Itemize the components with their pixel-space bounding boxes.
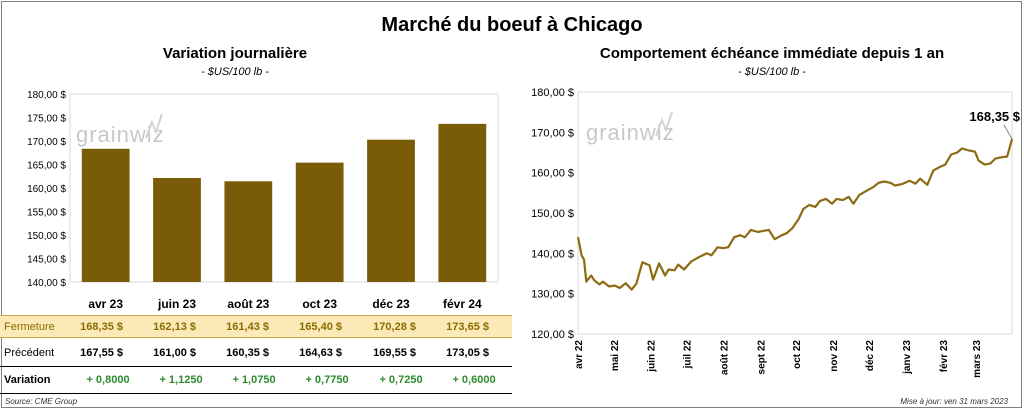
x-tick-label: janv 23	[902, 340, 913, 375]
y-tick-label: 160,00 $	[531, 168, 574, 180]
table-divider	[0, 393, 512, 394]
update-note: Mise à jour: ven 31 mars 2023	[900, 397, 1008, 406]
x-tick-label: nov 22	[829, 340, 840, 372]
x-tick-label: oct 22	[792, 340, 803, 369]
brand-watermark: grainwiz	[76, 122, 165, 147]
x-tick-label: déc 22	[865, 340, 876, 372]
left-panel-title: Variation journalière	[162, 45, 308, 62]
x-tick-label: mars 23	[972, 340, 983, 378]
precedent-value: 164,63 $	[299, 347, 342, 359]
y-tick-label: 120,00 $	[531, 329, 574, 341]
y-tick-label: 160,00 $	[27, 184, 66, 195]
variation-label: Variation	[4, 374, 51, 386]
x-tick-label: avr 23	[88, 297, 123, 311]
variation-value: + 0,7250	[379, 374, 423, 386]
y-tick-label: 170,00 $	[531, 127, 574, 139]
precedent-value: 169,55 $	[373, 347, 416, 359]
precedent-value: 173,05 $	[446, 347, 489, 359]
y-tick-label: 150,00 $	[27, 231, 66, 242]
callout-leader	[1003, 124, 1013, 140]
right-panel-title: Comportement échéance immédiate depuis 1…	[599, 45, 945, 62]
series-line	[576, 138, 1014, 291]
variation-value: + 0,6000	[452, 374, 496, 386]
page-title: Marché du boeuf à Chicago	[381, 14, 643, 36]
table-row-precedent: Précédent 167,55 $ 161,00 $ 160,35 $ 164…	[0, 342, 512, 365]
y-tick-label: 155,00 $	[27, 208, 66, 219]
x-tick-label: oct 23	[302, 297, 337, 311]
y-tick-label: 145,00 $	[27, 255, 66, 266]
fermeture-value: 170,28 $	[373, 321, 416, 333]
y-tick-label: 140,00 $	[27, 278, 66, 289]
plot-area	[577, 91, 1013, 335]
bar	[81, 148, 130, 282]
precedent-value: 161,00 $	[153, 347, 196, 359]
table-row-variation: Variation + 0,8000 + 1,1250 + 1,0750 + 0…	[0, 369, 512, 392]
right-panel-subtitle: - $US/100 lb -	[738, 66, 806, 78]
y-tick-label: 180,00 $	[531, 87, 574, 99]
x-tick-label: avr 22	[574, 340, 585, 369]
y-tick-label: 175,00 $	[27, 114, 66, 125]
x-tick-label: mai 22	[610, 340, 621, 372]
fermeture-value: 168,35 $	[80, 321, 123, 333]
line-chart: grainwiz 120,00 $ 130,00 $ 140,00 $ 150,00 $…	[531, 87, 1021, 378]
y-tick-label: 150,00 $	[531, 208, 574, 220]
brand-logo-icon	[145, 113, 163, 139]
x-tick-label: août 22	[719, 340, 730, 375]
last-value-label: 168,35 $	[969, 109, 1020, 124]
brand-logo-icon	[655, 111, 673, 137]
bar	[224, 181, 273, 282]
plot-area	[69, 93, 499, 283]
fermeture-value: 165,40 $	[299, 321, 342, 333]
table-divider	[0, 366, 512, 367]
precedent-label: Précédent	[4, 347, 55, 359]
precedent-value: 167,55 $	[80, 347, 123, 359]
brand-watermark: grainwiz	[586, 120, 675, 145]
x-tick-label: juin 22	[647, 340, 658, 373]
x-tick-label: juil 22	[683, 340, 694, 370]
x-tick-label: août 23	[227, 297, 269, 311]
x-tick-label: févr 24	[443, 297, 482, 311]
y-tick-label: 130,00 $	[531, 289, 574, 301]
variation-value: + 0,8000	[86, 374, 130, 386]
x-tick-label: déc 23	[372, 297, 410, 311]
table-row-fermeture: Fermeture 168,35 $ 162,13 $ 161,43 $ 165…	[0, 315, 512, 338]
bar	[295, 162, 344, 282]
fermeture-value: 161,43 $	[226, 321, 269, 333]
x-tick-label: juin 23	[157, 297, 196, 311]
fermeture-label: Fermeture	[4, 321, 55, 333]
y-tick-label: 180,00 $	[27, 90, 66, 101]
bar	[367, 139, 415, 282]
y-tick-label: 140,00 $	[531, 248, 574, 260]
bar	[153, 177, 201, 282]
variation-value: + 1,0750	[232, 374, 276, 386]
fermeture-value: 173,65 $	[446, 321, 489, 333]
y-tick-label: 165,00 $	[27, 161, 66, 172]
y-tick-label: 170,00 $	[27, 137, 66, 148]
bar	[438, 123, 487, 282]
bar-chart: grainwiz 140,00 $ 145,00 $ 150,00 $ 155,00 $…	[27, 90, 499, 311]
source-note: Source: CME Group	[5, 397, 78, 406]
variation-value: + 1,1250	[159, 374, 203, 386]
fermeture-value: 162,13 $	[153, 321, 196, 333]
precedent-value: 160,35 $	[226, 347, 269, 359]
left-panel-subtitle: - $US/100 lb -	[201, 66, 269, 78]
variation-value: + 0,7750	[305, 374, 349, 386]
x-tick-label: févr 23	[939, 340, 950, 373]
x-tick-label: sept 22	[756, 340, 767, 375]
